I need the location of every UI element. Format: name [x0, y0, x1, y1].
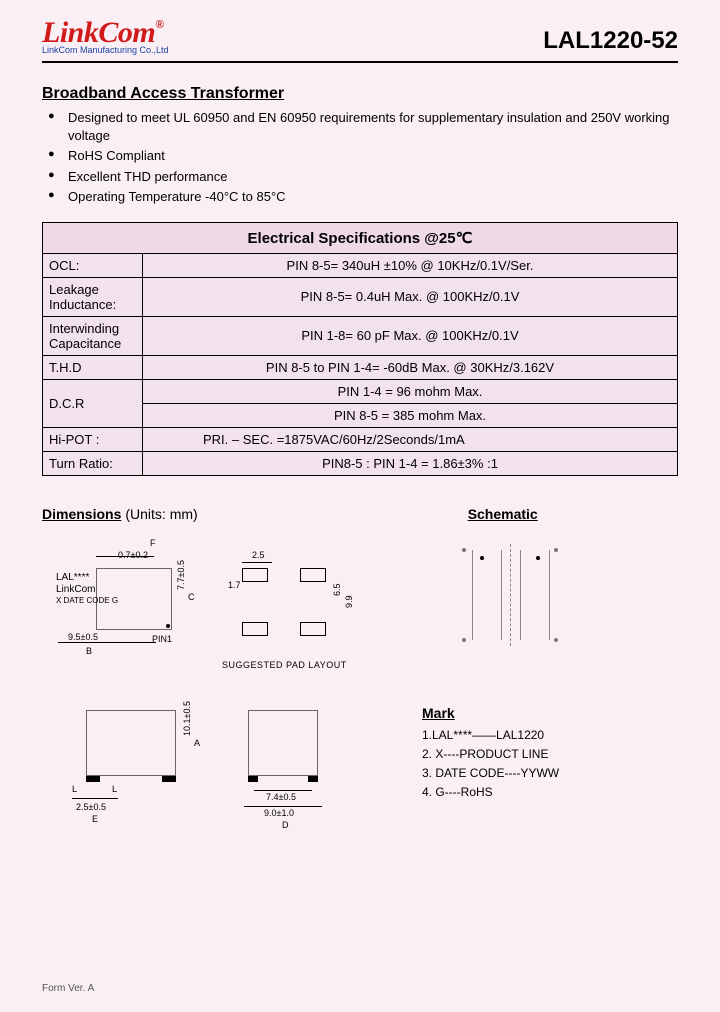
marking-line: X DATE CODE G	[56, 596, 118, 605]
spec-value: PIN 1-4 = 96 mohm Max.	[143, 379, 678, 403]
mark-list: 1.LAL****——LAL1220 2. X----PRODUCT LINE …	[422, 726, 559, 803]
spec-value: PIN 8-5= 0.4uH Max. @ 100KHz/0.1V	[143, 277, 678, 316]
feature-item: Operating Temperature -40°C to 85°C	[48, 188, 678, 206]
spec-value: PIN 8-5 to PIN 1-4= -60dB Max. @ 30KHz/3…	[143, 355, 678, 379]
feature-item: RoHS Compliant	[48, 147, 678, 165]
dim-E: 2.5±0.5	[76, 802, 106, 812]
dim-pad-h: 1.7	[228, 580, 241, 590]
schematic-heading: Schematic	[468, 506, 538, 522]
diagrams-area: F 0.7±0.2 LAL**** LinkCom X DATE CODE G …	[42, 530, 678, 860]
mark-item: 1.LAL****——LAL1220	[422, 726, 559, 745]
mark-heading: Mark	[422, 705, 455, 721]
spec-value: PRI. – SEC. =1875VAC/60Hz/2Seconds/1mA	[143, 427, 678, 451]
page-header: LinkCom® LinkCom Manufacturing Co.,Ltd L…	[42, 18, 678, 63]
feature-item: Designed to meet UL 60950 and EN 60950 r…	[48, 109, 678, 144]
spec-label: D.C.R	[43, 379, 143, 427]
feature-item: Excellent THD performance	[48, 168, 678, 186]
feature-list: Designed to meet UL 60950 and EN 60950 r…	[48, 109, 678, 206]
dimensions-heading: Dimensions	[42, 506, 121, 522]
mark-item: 2. X----PRODUCT LINE	[422, 745, 559, 764]
logo: LinkCom® LinkCom Manufacturing Co.,Ltd	[42, 18, 169, 55]
spec-value: PIN 8-5 = 385 mohm Max.	[143, 403, 678, 427]
spec-label: Interwinding Capacitance	[43, 316, 143, 355]
dim-pad-pitch: 6.5	[332, 583, 342, 596]
marking-line: LAL****	[56, 572, 89, 583]
marking-line: LinkCom	[56, 584, 95, 595]
part-number: LAL1220-52	[543, 27, 678, 55]
logo-text: LinkCom®	[42, 18, 169, 48]
dim-A: 10.1±0.5	[182, 701, 192, 736]
spec-label: Leakage Inductance:	[43, 277, 143, 316]
spec-table-title: Electrical Specifications @25℃	[43, 222, 678, 253]
dim-B: 9.5±0.5	[68, 632, 98, 642]
dimensions-units: (Units: mm)	[125, 506, 197, 522]
pin1-dot	[166, 624, 170, 628]
dim-D-outer: 9.0±1.0	[264, 808, 294, 818]
logo-subtitle: LinkCom Manufacturing Co.,Ltd	[42, 46, 169, 55]
spec-label: Turn Ratio:	[43, 451, 143, 475]
spec-table: Electrical Specifications @25℃ OCL: PIN …	[42, 222, 678, 476]
mark-item: 3. DATE CODE----YYWW	[422, 764, 559, 783]
dim-C: 7.7±0.5	[176, 560, 186, 590]
spec-value: PIN8-5 : PIN 1-4 = 1.86±3% :1	[143, 451, 678, 475]
spec-label: Hi-POT :	[43, 427, 143, 451]
dim-D-inner: 7.4±0.5	[266, 792, 296, 802]
spec-value: PIN 1-8= 60 pF Max. @ 100KHz/0.1V	[143, 316, 678, 355]
dim-pad-total: 9.9	[344, 595, 354, 608]
dim-F: 0.7±0.2	[118, 550, 148, 560]
footer-version: Form Ver. A	[42, 983, 94, 994]
product-title: Broadband Access Transformer	[42, 85, 678, 103]
pad-caption: SUGGESTED PAD LAYOUT	[222, 660, 347, 670]
spec-value: PIN 8-5= 340uH ±10% @ 10KHz/0.1V/Ser.	[143, 253, 678, 277]
spec-label: T.H.D	[43, 355, 143, 379]
subheadings: Dimensions (Units: mm) Schematic	[42, 506, 678, 522]
spec-label: OCL:	[43, 253, 143, 277]
mark-item: 4. G----RoHS	[422, 783, 559, 802]
dim-pad-w: 2.5	[252, 550, 265, 560]
